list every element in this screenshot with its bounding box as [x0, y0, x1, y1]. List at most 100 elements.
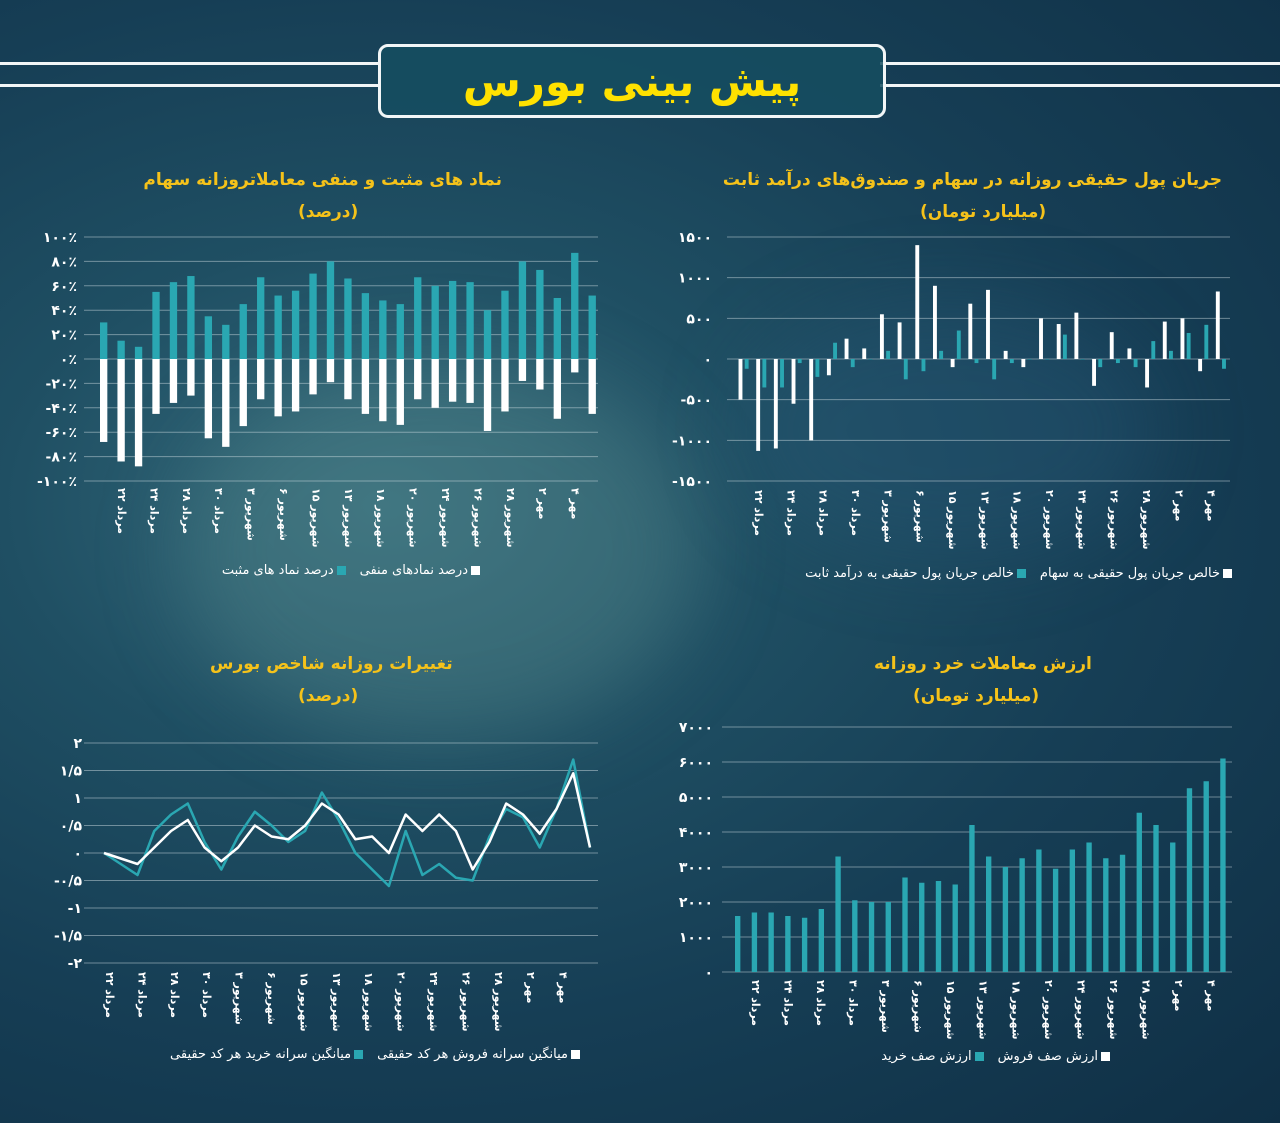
y-tick-label: ۲۰٪: [51, 328, 77, 344]
bar: [291, 290, 300, 359]
chart-title-symbols: نماد های مثبت و منفی معاملاتروزانه سهام: [143, 170, 502, 190]
bar: [1198, 359, 1203, 372]
bar: [169, 359, 178, 403]
bar: [588, 359, 596, 414]
header-title-box: پیش بینی بورس: [378, 44, 886, 118]
bar: [992, 359, 997, 380]
bar: [969, 825, 975, 972]
bar: [1127, 348, 1132, 359]
legend-swatch: [1223, 569, 1232, 578]
y-tick-label: -۵۰۰: [681, 393, 712, 409]
x-tick-label: ۲۸ شهریور: [1140, 490, 1153, 550]
x-tick-label: ۱۸ شهریور: [1011, 490, 1024, 550]
bar: [117, 359, 125, 462]
bar: [169, 282, 178, 359]
legend-item: درصد نماد های مثبت: [222, 563, 346, 578]
bar: [274, 359, 282, 417]
bar: [1086, 842, 1092, 972]
x-tick-label: ۲۴ مرداد: [782, 980, 795, 1026]
bar: [935, 881, 942, 972]
x-tick-label: ۴ مهر: [557, 972, 570, 1003]
x-tick-label: ۲۴ شهریور: [1074, 980, 1087, 1040]
x-tick-label: ۶ شهریور: [277, 488, 290, 541]
y-tick-label: ۱۰۰۰: [679, 930, 713, 946]
x-tick-label: ۲ مهر: [1172, 490, 1185, 521]
bar: [886, 350, 891, 359]
bar: [902, 877, 908, 972]
y-tick-label: -۱: [68, 901, 82, 917]
bar: [968, 303, 973, 359]
x-tick-label: ۲۲ مرداد: [115, 488, 128, 534]
bar: [768, 912, 774, 972]
bar: [1136, 812, 1142, 972]
y-tick-label: ۲: [73, 736, 82, 752]
bar: [571, 359, 579, 373]
x-tick-label: ۲۶ شهریور: [459, 972, 472, 1032]
bar: [1039, 318, 1043, 359]
bar: [1153, 825, 1159, 972]
bar: [1021, 359, 1026, 368]
x-tick-label: ۲۴ مرداد: [784, 490, 797, 536]
bar: [735, 916, 741, 972]
legend-index: میانگین سرانه فروش هر کد حقیقی میانگین س…: [170, 1047, 580, 1062]
legend-swatch: [974, 1052, 984, 1061]
bar: [1002, 867, 1009, 972]
x-tick-label: ۲۸ مرداد: [814, 980, 827, 1026]
bar: [309, 359, 317, 395]
x-tick-label: ۴ مهر: [569, 488, 582, 519]
bar: [986, 856, 992, 972]
y-tick-label: -۶۰٪: [46, 425, 77, 441]
bar: [939, 350, 944, 359]
bar: [791, 359, 796, 404]
bar: [833, 342, 838, 359]
x-tick-label: ۲۴ شهریور: [439, 488, 452, 548]
legend-item: میانگین سرانه خرید هر کد حقیقی: [170, 1047, 364, 1062]
y-tick-label: ۱/۵: [60, 764, 83, 780]
x-tick-label: ۲۶ شهریور: [1108, 490, 1121, 550]
bar: [466, 359, 474, 403]
x-tick-label: ۲۲ مرداد: [103, 972, 116, 1018]
y-tick-label: -۱/۵: [54, 929, 82, 945]
series-line: [103, 772, 592, 871]
bar: [868, 902, 875, 972]
y-tick-label: -۲: [68, 956, 83, 972]
bar: [1074, 312, 1079, 359]
bar: [852, 900, 858, 972]
bar: [379, 359, 387, 422]
x-tick-label: ۱۸ شهریور: [362, 972, 375, 1032]
legend-swatch: [1101, 1052, 1110, 1061]
chart-subtitle-retail: (میلیارد تومان): [913, 686, 1040, 706]
chart-title-retail: ارزش معاملات خرد روزانه: [874, 654, 1092, 674]
x-tick-label: ۶ شهریور: [914, 490, 927, 543]
x-tick-label: ۳۰ مرداد: [212, 488, 225, 534]
bar: [396, 359, 404, 425]
bar: [885, 902, 891, 972]
bar: [1069, 849, 1076, 972]
x-tick-label: ۲ مهر: [524, 972, 537, 1003]
bar: [448, 280, 457, 359]
y-tick-label: ۶۰٪: [51, 279, 77, 295]
y-tick-label: -۱۵۰۰: [672, 474, 712, 490]
bar: [448, 359, 457, 402]
bar: [536, 269, 544, 359]
bar: [919, 882, 925, 972]
bar: [785, 916, 791, 972]
bar: [1151, 341, 1156, 359]
bar: [1062, 334, 1067, 359]
bar: [1027, 359, 1032, 360]
bar: [152, 291, 160, 359]
chart-title-flow: جریان پول حقیقی روزانه در سهام و صندوق‌ه…: [722, 170, 1222, 190]
x-tick-label: ۳۰ مرداد: [200, 972, 213, 1018]
bar: [773, 359, 778, 449]
bar: [1009, 359, 1014, 364]
bar: [571, 252, 579, 359]
bar: [553, 298, 561, 359]
y-tick-label: ۴۰۰۰: [679, 825, 713, 841]
x-tick-label: ۲ مهر: [1172, 980, 1185, 1011]
bar: [1186, 788, 1193, 972]
bar: [239, 359, 247, 427]
bar: [257, 277, 265, 359]
bar: [903, 359, 908, 380]
bar: [518, 261, 527, 359]
